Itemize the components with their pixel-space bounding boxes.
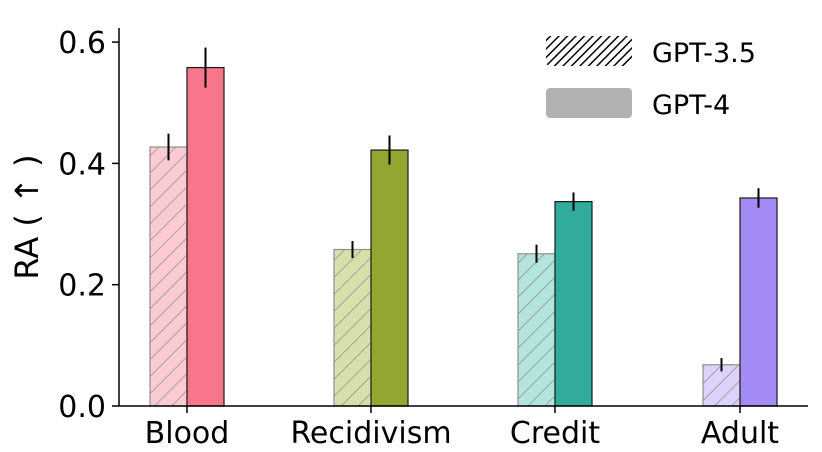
x-tick-label-credit: Credit — [510, 416, 600, 451]
bar-gpt35-hatch-adult — [702, 364, 741, 407]
bar-gpt4-adult — [739, 197, 778, 407]
y-tick-label: 0.0 — [58, 390, 106, 425]
x-tick-label-adult: Adult — [701, 416, 779, 451]
legend-swatch-gpt4 — [546, 88, 632, 118]
error-bars-layer — [167, 47, 760, 372]
legend-label-gpt4: GPT-4 — [652, 90, 730, 121]
bar-gpt35-hatch-recidivism — [333, 248, 372, 407]
bar-gpt35-hatch-credit — [517, 253, 556, 407]
y-tick-label: 0.2 — [58, 269, 106, 304]
bar-gpt4-blood — [186, 66, 225, 407]
y-tick-label: 0.4 — [58, 147, 106, 182]
bar-gpt4-recidivism — [370, 149, 409, 407]
bar-gpt35-hatch-blood — [149, 146, 188, 407]
legend: GPT-3.5 GPT-4 — [546, 36, 756, 121]
x-tick-label-recidivism: Recidivism — [290, 416, 451, 451]
x-tick-label-blood: Blood — [145, 416, 230, 451]
legend-label-gpt35: GPT-3.5 — [652, 38, 756, 69]
y-tick-label: 0.6 — [58, 26, 106, 61]
y-axis-label: RA ( ↑ ) — [8, 154, 46, 279]
y-ticks: 0.0 0.2 0.4 0.6 — [58, 26, 119, 425]
legend-swatch-gpt35 — [546, 36, 632, 66]
bar-gpt4-credit — [554, 201, 593, 407]
x-ticks: Blood Recidivism Credit Adult — [145, 406, 779, 451]
